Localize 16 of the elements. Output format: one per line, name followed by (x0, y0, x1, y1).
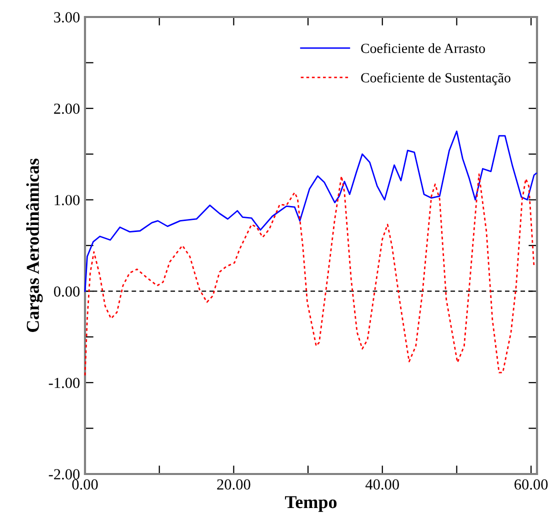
y-tick-label: -1.00 (48, 378, 80, 388)
line-series (84, 130, 537, 292)
x-tick-label: 40.00 (365, 479, 399, 490)
x-tick-label: 0.00 (72, 479, 98, 490)
y-tick-label: 2.00 (54, 104, 80, 114)
x-tick-label: 60.00 (514, 479, 548, 490)
y-tick-label: 0.00 (54, 286, 80, 297)
y-tick-label: -2.00 (48, 469, 80, 480)
y-axis-title: Cargas Aerodinâmicas (26, 158, 43, 332)
y-tick-label: 3.00 (54, 12, 80, 23)
y-tick-label: 1.00 (54, 194, 80, 206)
x-tick-label: 20.00 (217, 479, 250, 490)
legend-label: Coeficiente de Arrasto (361, 43, 485, 54)
legend-label: Coeficiente de Sustentação (361, 72, 510, 86)
x-axis-title: Tempo (285, 496, 337, 512)
line-series (84, 174, 535, 376)
